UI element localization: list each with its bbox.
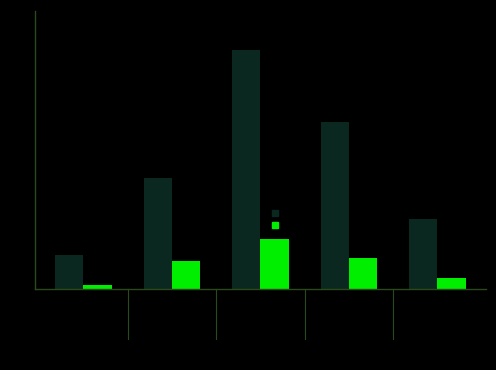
Bar <box>349 258 377 289</box>
Bar <box>143 178 172 289</box>
Bar <box>437 278 466 289</box>
Bar <box>409 219 437 289</box>
Bar <box>172 261 200 289</box>
Bar <box>260 239 289 289</box>
Bar <box>55 255 83 289</box>
Bar <box>232 50 260 289</box>
Bar <box>83 285 112 289</box>
Bar <box>320 122 349 289</box>
